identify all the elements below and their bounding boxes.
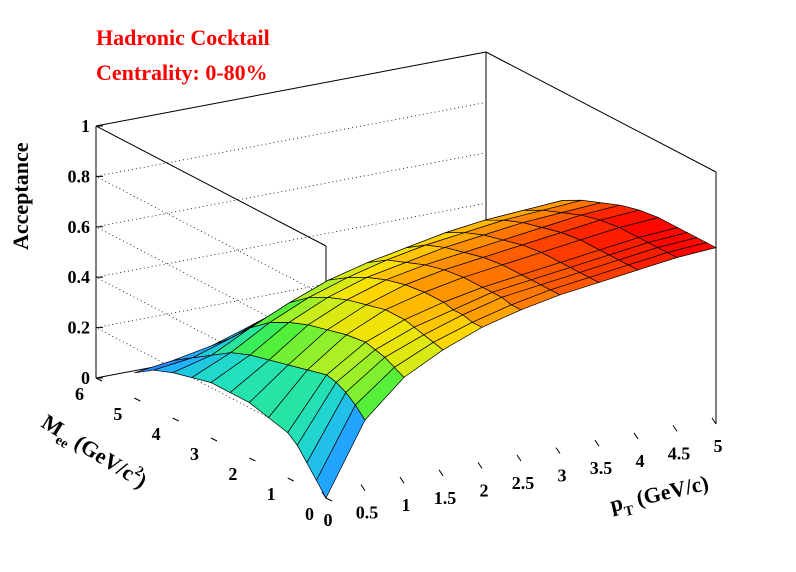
x-tick-label: 5 [714,436,723,456]
surface-plot [134,199,717,499]
y-tick-label: 0 [305,504,314,524]
x-tick-mark [711,417,717,425]
y-tick-label: 1 [267,484,276,504]
y-tick-mark [325,497,333,502]
y-tick-label: 4 [152,424,161,444]
x-tick-label: 3.5 [590,458,613,478]
x-tick-label: 4.5 [668,443,691,463]
surface-cell [666,242,717,258]
x-tick-mark [594,439,600,447]
x-tick-label: 1 [402,495,411,515]
x-tick-label: 1.5 [434,488,457,508]
z-gridline [94,102,487,297]
x-tick-label: 0 [324,510,333,530]
title-line-2: Centrality: 0-80% [96,60,268,85]
z-tick-label: 0.4 [68,267,91,287]
y-axis-label-rest: (GeV/c [66,427,140,486]
z-tick-label: 0 [81,368,90,388]
x-tick-label: 2 [480,480,489,500]
y-tick-label: 3 [190,444,199,464]
y-tick-mark [287,477,294,482]
x-tick-mark [360,484,366,491]
z-tick-label: 0.8 [68,166,91,186]
x-tick-mark [477,462,483,469]
x-tick-mark [321,491,327,499]
box-edge-right-top [485,51,717,173]
x-tick-mark [438,469,444,477]
box-edge-back-top [95,51,487,127]
x-tick-mark [555,447,561,454]
title-line-1: Hadronic Cocktail [96,25,270,50]
x-tick-mark [672,425,678,432]
y-axis-label: Mee (GeV/c2) [35,408,152,497]
x-tick-label: 4 [636,451,645,471]
x-tick-label: 2.5 [512,473,535,493]
y-tick-mark [210,437,218,442]
z-tick-label: 0.2 [68,318,91,338]
z-gridline [94,152,487,348]
y-tick-mark [95,377,103,382]
x-tick-label: 3 [558,466,567,486]
y-tick-mark [134,397,141,402]
y-tick-label: 5 [113,404,122,424]
y-tick-label: 2 [228,464,237,484]
z-axis-label: Acceptance [8,142,33,250]
z-tick-label: 0.6 [68,217,91,237]
y-tick-mark [249,457,256,462]
x-axis-label-main: p [608,490,626,517]
z-gridline [94,51,487,247]
x-axis-label-sub: T [623,503,636,520]
y-tick-label: 6 [75,384,84,404]
z-tick-label: 1 [81,116,90,136]
x-tick-mark [399,476,405,484]
y-tick-mark [172,417,179,422]
x-tick-mark [633,432,639,440]
x-tick-mark [516,454,522,462]
x-tick-label: 0.5 [356,503,379,523]
x-axis-label-rest: (GeV/c) [629,470,711,512]
z-gridline [94,202,487,398]
x-axis-label: pT (GeV/c) [608,470,713,523]
